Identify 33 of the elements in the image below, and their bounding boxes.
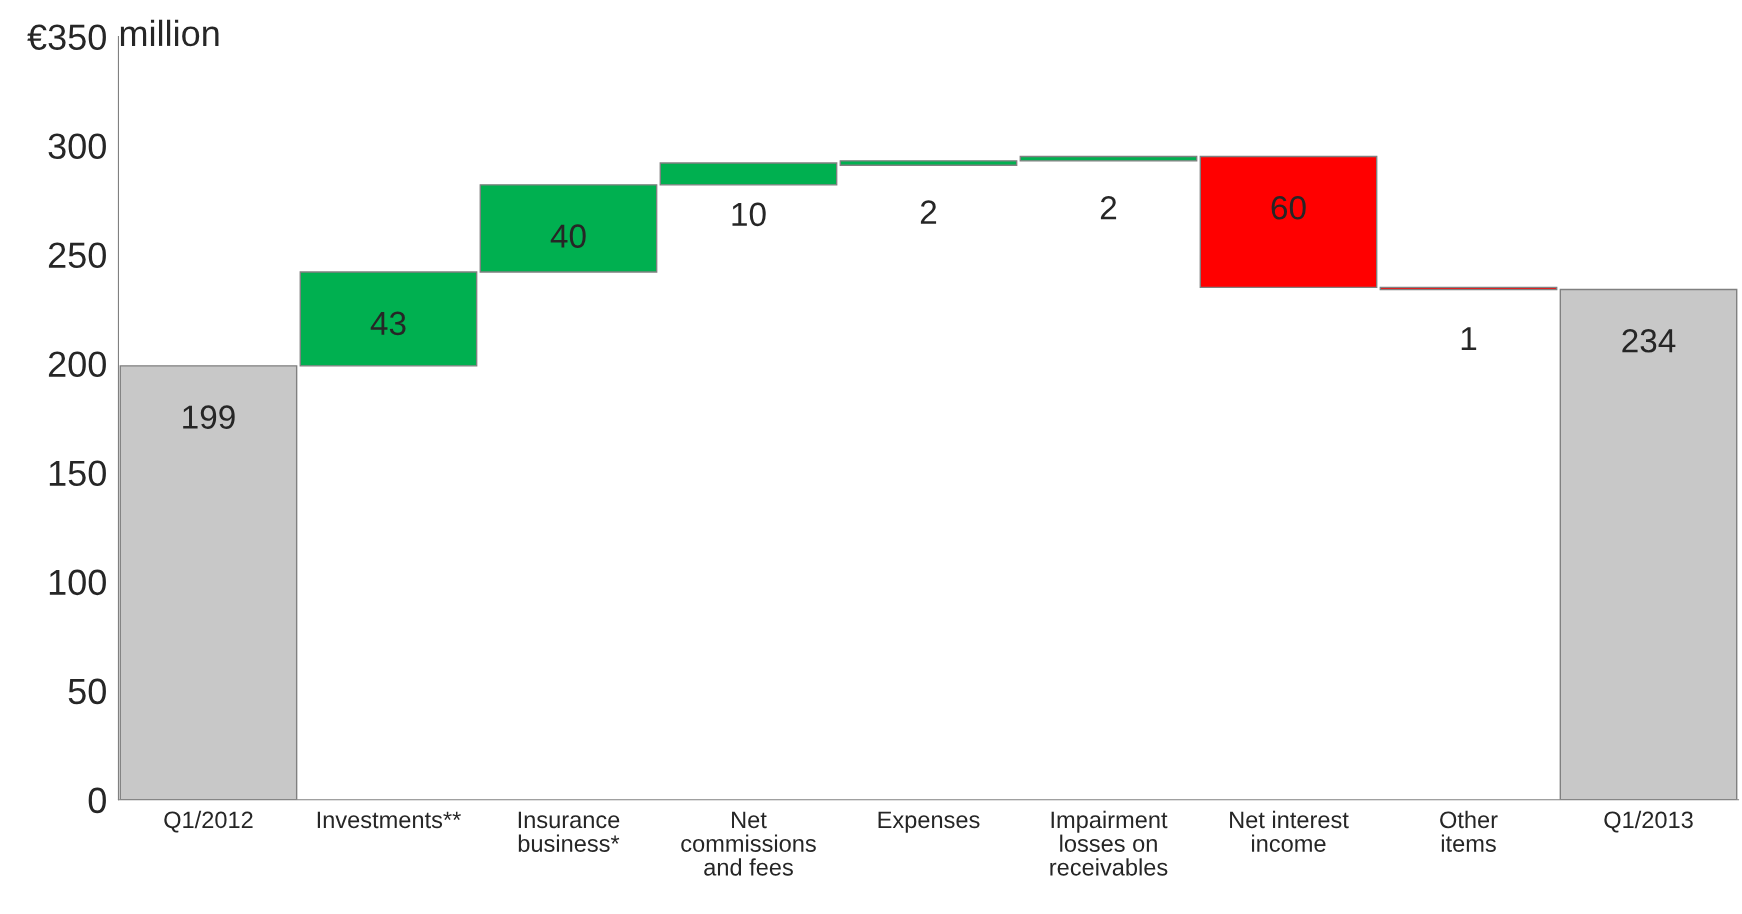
x-tick-label: Other items (1440, 810, 1498, 852)
data-label: 43 (370, 311, 406, 336)
y-tick-label: 250 (48, 242, 106, 269)
y-tick-label: 300 (48, 133, 106, 160)
y-tick-label: 150 (49, 460, 106, 487)
x-tick-label: Insurance business* (518, 811, 620, 852)
bar (299, 271, 478, 367)
bar (659, 162, 838, 186)
x-tick-label: Investments** (317, 811, 461, 829)
bar (1019, 155, 1198, 162)
y-tick-label: €350 (27, 24, 106, 50)
data-label: 199 (183, 405, 235, 429)
y-tick-label: 100 (49, 569, 106, 596)
y-tick-label: 0 (88, 787, 106, 814)
data-label: 40 (550, 224, 586, 248)
x-tick-label: Net interest income (1230, 810, 1349, 852)
data-label: 2 (920, 200, 937, 224)
y-tick-label: 50 (68, 678, 106, 705)
data-label: 2 (1100, 196, 1117, 220)
y-axis-title: million (120, 19, 219, 47)
x-tick-label: Q1/2013 (1604, 810, 1693, 833)
data-label: 10 (732, 202, 766, 227)
x-tick-label: Impairment losses on receivables (1050, 810, 1168, 876)
bar (1199, 155, 1378, 289)
bar (839, 160, 1018, 166)
x-tick-label: Q1/2012 (164, 810, 253, 833)
data-label: 60 (1271, 196, 1306, 220)
y-tick-label: 200 (48, 351, 106, 378)
x-tick-label: Expenses (878, 811, 980, 833)
data-label: 234 (1622, 329, 1676, 353)
x-tick-label: Net commissions and fees (681, 811, 816, 876)
data-label: 1 (1461, 327, 1477, 351)
bar (479, 184, 658, 273)
